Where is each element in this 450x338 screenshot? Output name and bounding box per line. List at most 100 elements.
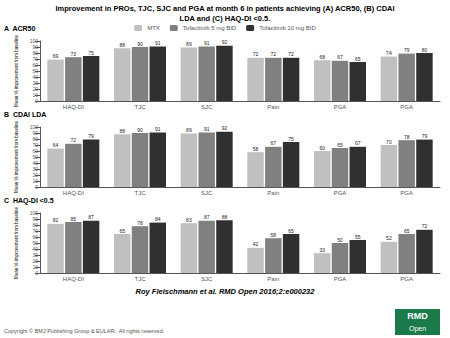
svg-text:88: 88 <box>119 128 125 134</box>
svg-text:64: 64 <box>53 142 59 148</box>
svg-text:Tofacitinib 10 mg BID: Tofacitinib 10 mg BID <box>259 25 316 31</box>
svg-text:90: 90 <box>32 216 38 222</box>
svg-text:67: 67 <box>271 140 277 146</box>
svg-text:50: 50 <box>337 237 343 243</box>
svg-text:60: 60 <box>32 62 38 68</box>
svg-text:92: 92 <box>222 39 228 45</box>
svg-text:80: 80 <box>32 50 38 56</box>
svg-text:52: 52 <box>386 235 392 241</box>
svg-text:PGA: PGA <box>334 190 347 196</box>
svg-text:72: 72 <box>71 137 77 143</box>
svg-text:TJC: TJC <box>135 190 147 196</box>
svg-text:83: 83 <box>186 217 192 223</box>
svg-text:92: 92 <box>222 125 228 131</box>
svg-text:78: 78 <box>137 220 143 226</box>
svg-text:58: 58 <box>253 146 259 152</box>
svg-text:SJC: SJC <box>201 190 213 196</box>
svg-text:89: 89 <box>186 127 192 133</box>
svg-text:Pain: Pain <box>267 190 279 196</box>
svg-text:50: 50 <box>32 240 38 246</box>
svg-text:67: 67 <box>337 54 343 60</box>
svg-text:60: 60 <box>32 148 38 154</box>
svg-text:TJC: TJC <box>135 104 147 110</box>
svg-text:Mean % improvement from baseli: Mean % improvement from baseline <box>14 206 19 279</box>
svg-text:74: 74 <box>386 50 392 56</box>
svg-text:20: 20 <box>32 86 38 92</box>
svg-text:65: 65 <box>119 228 125 234</box>
svg-text:RMD: RMD <box>407 311 428 321</box>
svg-text:90: 90 <box>137 41 143 47</box>
svg-text:65: 65 <box>404 228 410 234</box>
svg-text:SJC: SJC <box>201 104 213 110</box>
svg-text:90: 90 <box>32 44 38 50</box>
svg-text:90: 90 <box>32 130 38 136</box>
svg-text:87: 87 <box>204 214 210 220</box>
svg-text:75: 75 <box>88 50 94 56</box>
svg-text:Mean % improvement from baseli: Mean % improvement from baseline <box>14 120 19 193</box>
svg-text:70: 70 <box>32 56 38 62</box>
svg-text:80: 80 <box>422 47 428 53</box>
svg-text:0: 0 <box>35 270 38 276</box>
svg-text:A ACR50: A ACR50 <box>4 25 35 32</box>
svg-text:78: 78 <box>404 134 410 140</box>
svg-text:42: 42 <box>253 241 259 247</box>
svg-text:0: 0 <box>35 184 38 190</box>
svg-text:91: 91 <box>204 126 210 132</box>
svg-text:79: 79 <box>88 133 94 139</box>
svg-text:Improvement in PROs, TJC, SJC: Improvement in PROs, TJC, SJC and PGA at… <box>55 4 394 13</box>
svg-text:30: 30 <box>32 166 38 172</box>
svg-text:84: 84 <box>155 216 161 222</box>
svg-text:20: 20 <box>32 258 38 264</box>
svg-text:50: 50 <box>32 154 38 160</box>
svg-text:SJC: SJC <box>201 276 213 282</box>
svg-text:10: 10 <box>32 178 38 184</box>
svg-text:100: 100 <box>30 124 39 130</box>
svg-text:91: 91 <box>155 40 161 46</box>
svg-text:20: 20 <box>32 172 38 178</box>
svg-text:PGA: PGA <box>400 104 413 110</box>
svg-text:MTX: MTX <box>147 25 160 31</box>
svg-text:10: 10 <box>32 92 38 98</box>
svg-text:73: 73 <box>71 51 77 57</box>
svg-text:65: 65 <box>288 228 294 234</box>
svg-text:Mean % improvement from baseli: Mean % improvement from baseline <box>14 34 19 107</box>
svg-text:65: 65 <box>355 56 361 62</box>
svg-text:100: 100 <box>30 38 39 44</box>
svg-text:Copyright © BMJ Publishing Gro: Copyright © BMJ Publishing Group & EULAR… <box>4 328 165 334</box>
svg-text:88: 88 <box>222 214 228 220</box>
svg-text:70: 70 <box>32 228 38 234</box>
svg-text:B CDAI LDA: B CDAI LDA <box>4 111 46 118</box>
svg-text:79: 79 <box>404 47 410 53</box>
svg-text:HAQ-DI: HAQ-DI <box>63 276 84 282</box>
svg-text:Open: Open <box>409 325 426 333</box>
svg-text:72: 72 <box>422 223 428 229</box>
svg-text:68: 68 <box>319 54 325 60</box>
svg-text:30: 30 <box>32 252 38 258</box>
svg-text:79: 79 <box>422 133 428 139</box>
svg-text:80: 80 <box>32 136 38 142</box>
svg-text:PGA: PGA <box>334 276 347 282</box>
svg-text:55: 55 <box>355 234 361 240</box>
svg-text:TJC: TJC <box>135 276 147 282</box>
svg-text:60: 60 <box>32 234 38 240</box>
svg-text:30: 30 <box>32 80 38 86</box>
svg-text:67: 67 <box>355 140 361 146</box>
svg-text:91: 91 <box>155 126 161 132</box>
svg-text:40: 40 <box>32 74 38 80</box>
svg-text:85: 85 <box>71 216 77 222</box>
svg-text:PGA: PGA <box>400 276 413 282</box>
svg-text:100: 100 <box>30 210 39 216</box>
svg-text:Roy Fleischmann et al. RMD Ope: Roy Fleischmann et al. RMD Open 2016;2:e… <box>136 287 316 296</box>
svg-text:40: 40 <box>32 246 38 252</box>
svg-text:C HAQ-DI <0.5: C HAQ-DI <0.5 <box>4 197 54 205</box>
svg-text:88: 88 <box>119 42 125 48</box>
svg-text:0: 0 <box>35 98 38 104</box>
svg-text:HAQ-DI: HAQ-DI <box>63 104 84 110</box>
svg-text:Pain: Pain <box>267 276 279 282</box>
svg-text:60: 60 <box>319 145 325 151</box>
svg-text:70: 70 <box>32 142 38 148</box>
svg-text:89: 89 <box>186 41 192 47</box>
svg-text:33: 33 <box>319 247 325 253</box>
svg-text:87: 87 <box>88 214 94 220</box>
svg-text:90: 90 <box>137 127 143 133</box>
